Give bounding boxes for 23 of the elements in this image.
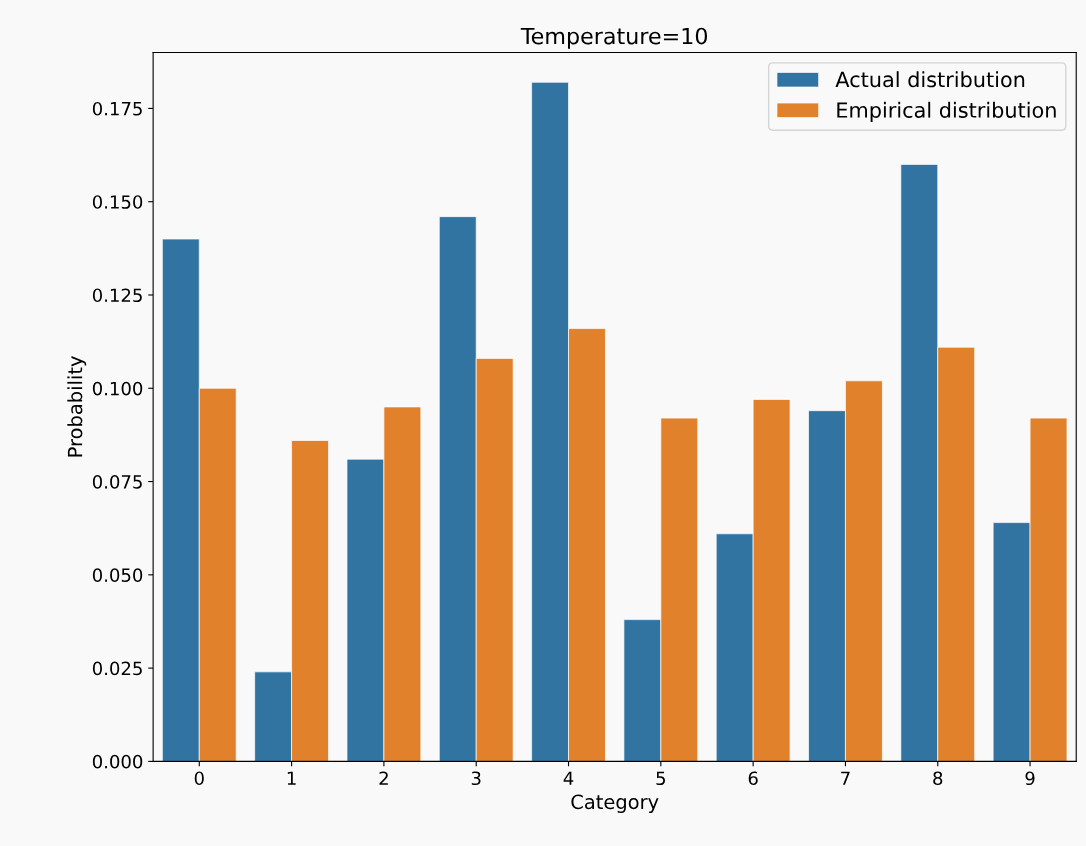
x-tick-label: 4 <box>563 771 574 785</box>
x-tick-label: 7 <box>841 771 850 785</box>
y-tick-label: 0.075 <box>92 475 142 489</box>
x-tick-label: 5 <box>656 771 665 786</box>
y-tick-label: 0.125 <box>92 288 142 303</box>
y-tick-label: 0.175 <box>92 101 142 116</box>
x-tick-label: 8 <box>933 771 943 786</box>
legend-label: Actual distribution <box>835 71 1025 88</box>
x-tick-label: 2 <box>379 771 388 785</box>
y-axis-title: Probability <box>67 356 87 457</box>
x-tick-label: 9 <box>1025 771 1035 786</box>
x-axis-title: Category <box>571 794 659 813</box>
legend-label: Empirical distribution <box>837 101 1056 122</box>
y-tick-label: 0.000 <box>92 754 143 769</box>
x-tick-label: 1 <box>287 771 296 785</box>
x-tick-label: 0 <box>194 771 204 786</box>
y-tick-label: 0.150 <box>92 195 143 209</box>
y-tick-label: 0.025 <box>92 661 142 676</box>
y-tick-label: 0.050 <box>92 568 143 582</box>
y-tick-label: 0.100 <box>92 381 143 396</box>
chart-title: Temperature=10 <box>520 27 708 49</box>
x-tick-label: 3 <box>471 771 481 786</box>
x-tick-label: 6 <box>748 771 758 786</box>
